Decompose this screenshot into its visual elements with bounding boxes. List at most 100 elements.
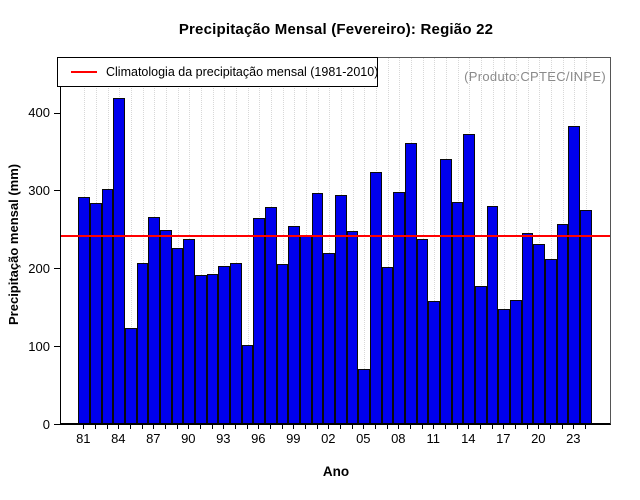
x-tick-2003 xyxy=(339,425,341,429)
x-tick-1993 xyxy=(223,425,225,429)
x-tick-2016 xyxy=(491,425,493,429)
y-tick-label-400: 400 xyxy=(28,105,50,120)
x-tick-1981 xyxy=(83,425,85,429)
x-tick-2024 xyxy=(584,425,586,429)
x-tick-1996 xyxy=(258,425,260,429)
x-tick-2002 xyxy=(328,425,330,429)
bar-1990 xyxy=(183,239,196,423)
x-tick-1990 xyxy=(188,425,190,429)
gridline-1989 xyxy=(177,58,179,423)
bar-1997 xyxy=(265,206,277,423)
chart-title: Precipitação Mensal (Fevereiro): Região … xyxy=(178,21,494,38)
bar-2013 xyxy=(451,201,464,423)
bar-1988 xyxy=(160,229,172,423)
x-tick-1988 xyxy=(164,425,166,429)
y-tick-200 xyxy=(54,268,60,270)
bar-1987 xyxy=(148,217,161,423)
bar-2002 xyxy=(323,252,336,423)
x-tick-2018 xyxy=(514,425,516,429)
x-tick-1998 xyxy=(281,425,283,429)
gridline-1995 xyxy=(247,58,249,423)
y-tick-100 xyxy=(54,346,60,348)
bar-2016 xyxy=(486,205,499,423)
bar-2024 xyxy=(580,209,592,423)
gridline-1993 xyxy=(224,58,226,423)
gridline-2020 xyxy=(539,58,541,423)
x-tick-2004 xyxy=(351,425,353,429)
x-tick-2015 xyxy=(479,425,481,429)
x-tick-2019 xyxy=(526,425,528,429)
x-tick-label-1999: 99 xyxy=(286,431,301,446)
x-tick-2022 xyxy=(561,425,563,429)
x-tick-1983 xyxy=(106,425,108,429)
bar-1992 xyxy=(206,274,219,423)
bar-1991 xyxy=(195,275,207,423)
bar-2012 xyxy=(440,159,452,423)
legend-line-sample xyxy=(71,71,97,73)
x-tick-label-2008: 08 xyxy=(391,431,406,446)
x-tick-label-2017: 17 xyxy=(496,431,511,446)
bar-1995 xyxy=(241,345,254,423)
x-tick-1985 xyxy=(129,425,131,429)
gridline-2005 xyxy=(364,58,366,423)
gridline-1994 xyxy=(235,58,237,423)
x-tick-1999 xyxy=(293,425,295,429)
x-tick-2007 xyxy=(386,425,388,429)
bar-2019 xyxy=(521,233,534,423)
x-tick-1984 xyxy=(118,425,120,429)
x-tick-1986 xyxy=(141,425,143,429)
x-tick-label-2005: 05 xyxy=(356,431,371,446)
legend-box: Climatologia da precipitação mensal (198… xyxy=(57,57,378,87)
x-tick-2011 xyxy=(433,425,435,429)
bar-2017 xyxy=(498,309,511,423)
x-tick-1994 xyxy=(234,425,236,429)
bar-1996 xyxy=(253,218,266,423)
climatology-line xyxy=(61,234,610,237)
x-tick-1995 xyxy=(246,425,248,429)
bar-2004 xyxy=(346,231,359,423)
bar-2020 xyxy=(533,243,546,423)
bar-2018 xyxy=(510,300,522,423)
gridline-1991 xyxy=(200,58,202,423)
bar-2021 xyxy=(545,258,557,423)
gridline-2002 xyxy=(329,58,331,423)
gridline-2018 xyxy=(515,58,517,423)
x-tick-label-2011: 11 xyxy=(426,431,441,446)
x-tick-2020 xyxy=(538,425,540,429)
bar-1982 xyxy=(90,203,102,423)
y-tick-label-100: 100 xyxy=(28,338,50,354)
x-tick-2009 xyxy=(409,425,411,429)
x-tick-2017 xyxy=(503,425,505,429)
gridline-2021 xyxy=(550,58,552,423)
x-tick-label-1984: 84 xyxy=(111,431,126,446)
x-tick-1987 xyxy=(153,425,155,429)
x-tick-2023 xyxy=(573,425,575,429)
gridline-2015 xyxy=(480,58,482,423)
x-tick-label-2014: 14 xyxy=(461,431,476,446)
bar-2000 xyxy=(300,236,312,423)
bar-1985 xyxy=(125,328,137,423)
x-tick-2021 xyxy=(549,425,551,429)
x-tick-2013 xyxy=(456,425,458,429)
bar-2008 xyxy=(393,191,406,423)
legend-label: Climatologia da precipitação mensal (198… xyxy=(106,65,379,79)
y-tick-0 xyxy=(54,424,60,425)
gridline-1998 xyxy=(282,58,284,423)
bar-2005 xyxy=(358,368,371,423)
x-tick-1991 xyxy=(199,425,201,429)
x-tick-2006 xyxy=(374,425,376,429)
bar-2022 xyxy=(556,223,569,423)
x-tick-label-2020: 20 xyxy=(531,431,546,446)
x-tick-label-2002: 02 xyxy=(321,431,336,446)
x-tick-2012 xyxy=(444,425,446,429)
gridline-1985 xyxy=(130,58,132,423)
y-tick-label-200: 200 xyxy=(28,260,50,276)
gridline-1986 xyxy=(142,58,144,423)
bar-2014 xyxy=(463,134,476,423)
x-tick-label-1981: 81 xyxy=(76,431,91,446)
bar-1983 xyxy=(101,189,114,423)
bar-1998 xyxy=(276,264,289,423)
bar-2023 xyxy=(568,126,581,423)
bar-1981 xyxy=(78,197,91,423)
x-axis-label: Ano xyxy=(322,464,350,479)
